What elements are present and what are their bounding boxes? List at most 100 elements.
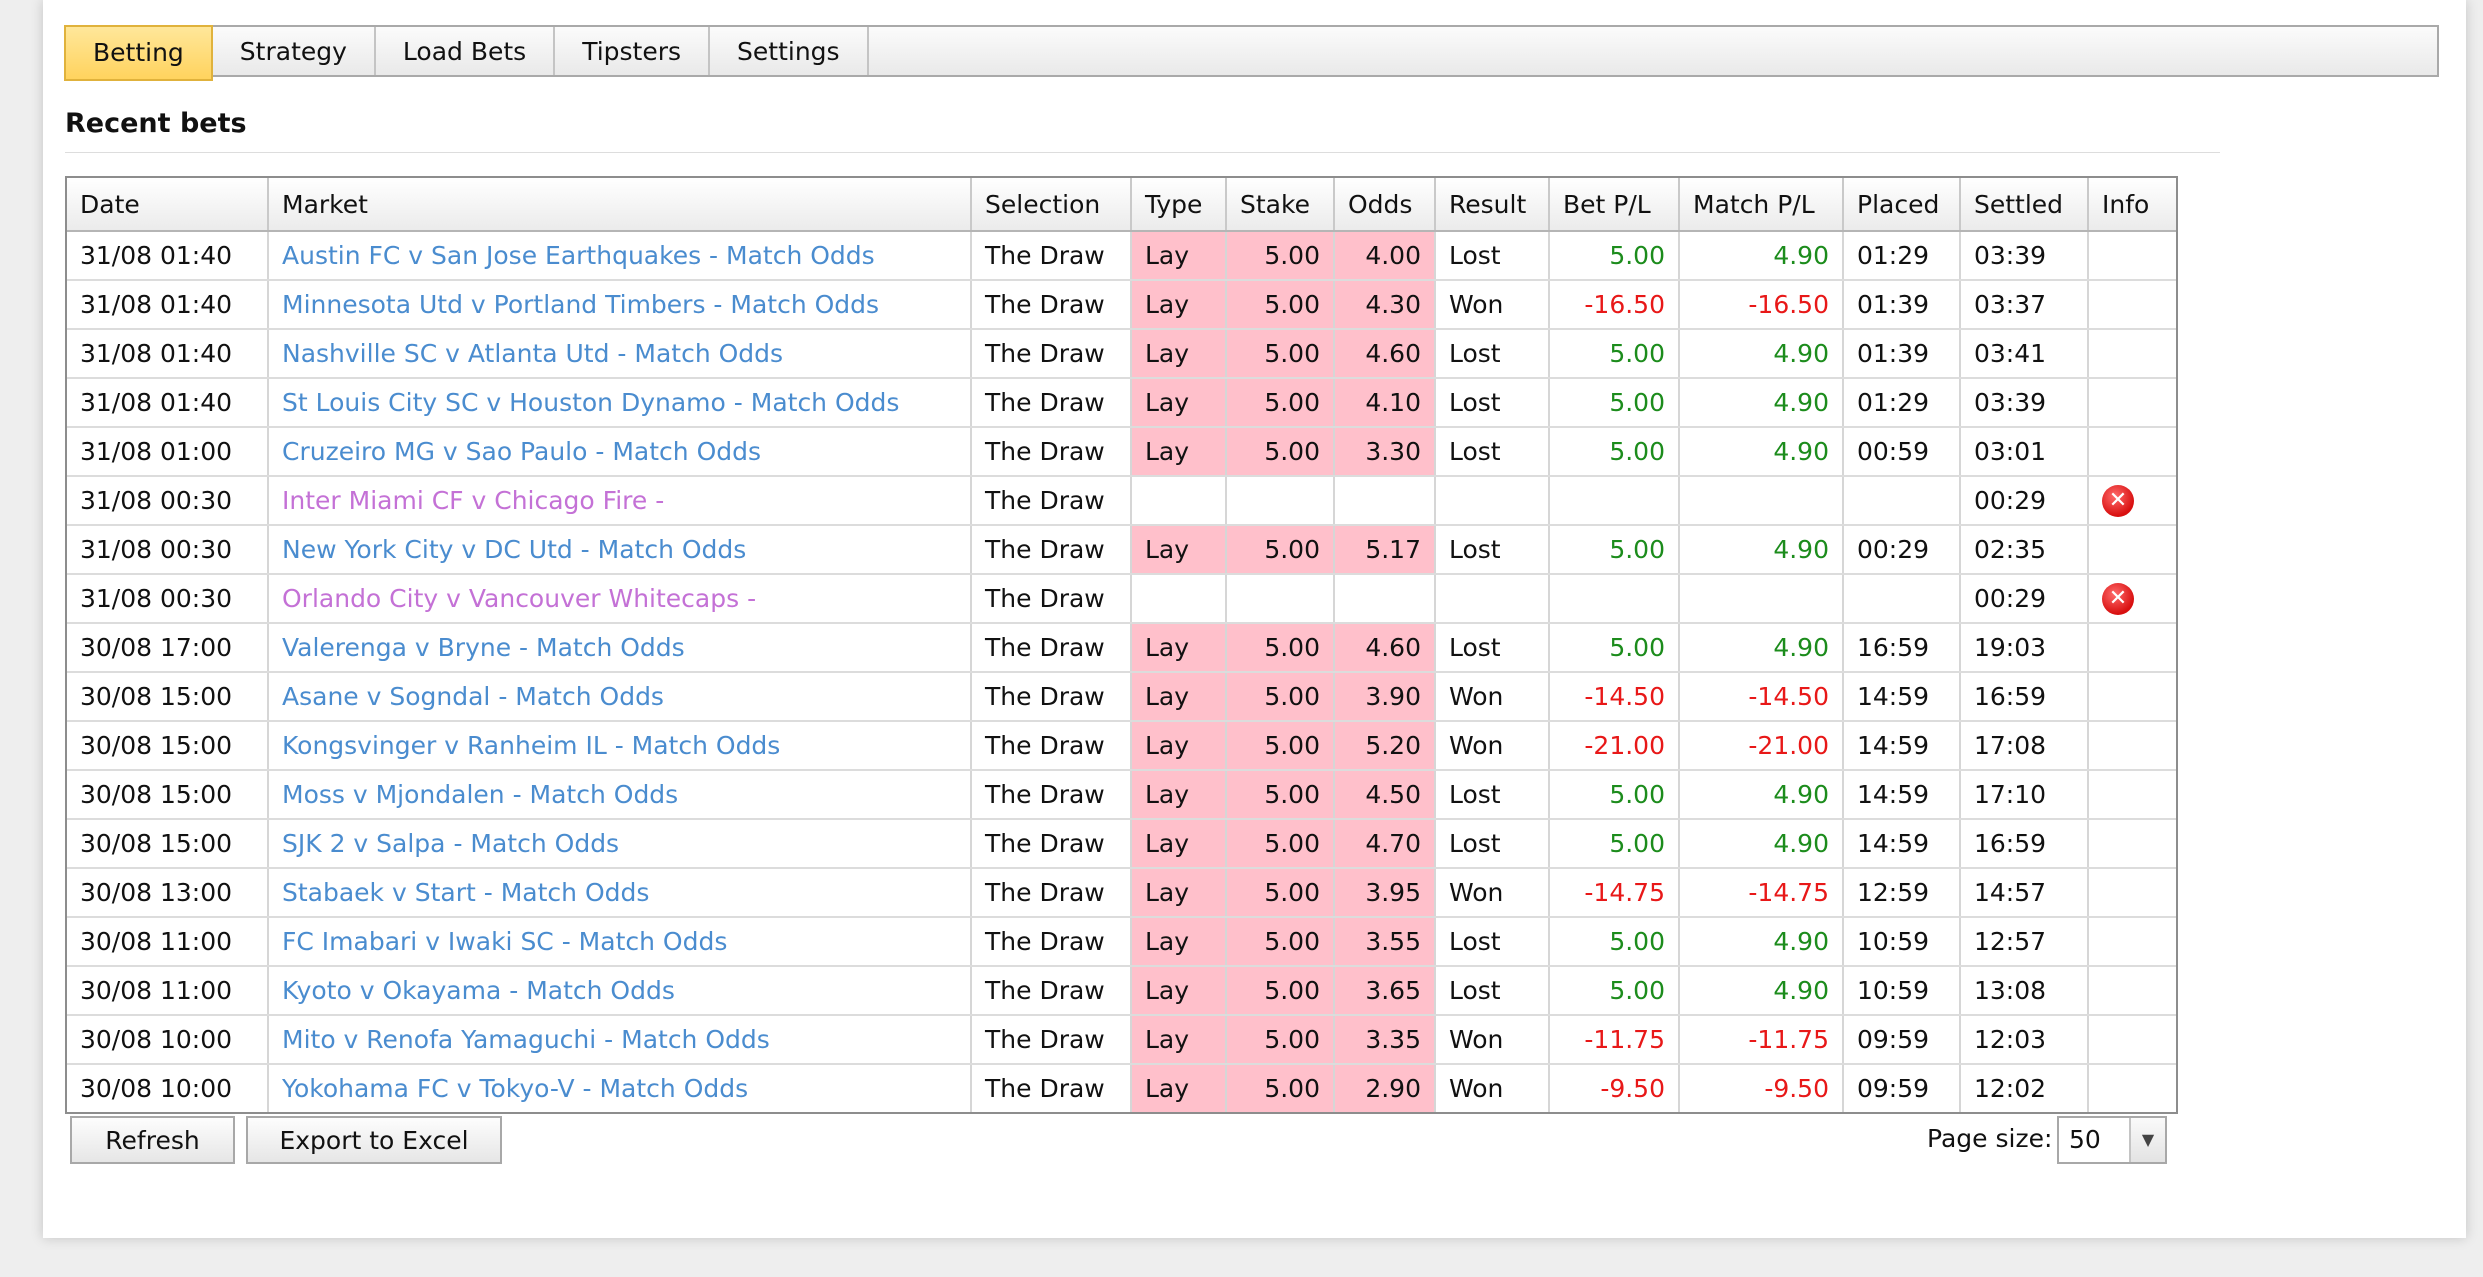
table-row[interactable]: 30/08 15:00 Moss v Mjondalen - Match Odds… — [67, 770, 2176, 820]
column-header-bet-pl[interactable]: Bet P/L — [1549, 178, 1680, 232]
cell-date: 30/08 17:00 — [67, 623, 269, 673]
cell-info — [2088, 231, 2176, 281]
table-row[interactable]: 30/08 10:00 Yokohama FC v Tokyo-V - Match… — [67, 1064, 2176, 1112]
cell-settled: 00:29 — [1960, 574, 2089, 624]
column-header-market[interactable]: Market — [268, 178, 972, 232]
column-header-info[interactable]: Info — [2088, 178, 2176, 232]
cell-result — [1435, 574, 1550, 624]
cell-stake: 5.00 — [1226, 868, 1335, 918]
cell-result: Lost — [1435, 966, 1550, 1016]
page-size-select[interactable]: 50 ▼ — [2057, 1116, 2167, 1164]
market-link[interactable]: St Louis City SC v Houston Dynamo - Matc… — [282, 388, 900, 417]
cell-type: Lay — [1131, 721, 1227, 771]
error-icon[interactable]: ✕ — [2102, 484, 2134, 517]
market-link[interactable]: Asane v Sogndal - Match Odds — [282, 682, 664, 711]
table-row[interactable]: 31/08 01:40 Minnesota Utd v Portland Timb… — [67, 280, 2176, 330]
market-link[interactable]: Cruzeiro MG v Sao Paulo - Match Odds — [282, 437, 762, 466]
tab-strategy[interactable]: Strategy — [213, 27, 376, 75]
cell-match-pl: 4.90 — [1679, 525, 1844, 575]
market-link[interactable]: Kyoto v Okayama - Match Odds — [282, 976, 675, 1005]
column-header-match-pl[interactable]: Match P/L — [1679, 178, 1844, 232]
page-size-label: Page size: — [1927, 1124, 2053, 1153]
cell-settled: 03:01 — [1960, 427, 2089, 477]
table-row[interactable]: 30/08 10:00 Mito v Renofa Yamaguchi - Mat… — [67, 1015, 2176, 1065]
cell-stake — [1226, 574, 1335, 624]
table-row[interactable]: 30/08 11:00 FC Imabari v Iwaki SC - Match… — [67, 917, 2176, 967]
cell-match-pl — [1679, 574, 1844, 624]
market-link[interactable]: Nashville SC v Atlanta Utd - Match Odds — [282, 339, 784, 368]
export-to-excel-button[interactable]: Export to Excel — [246, 1116, 502, 1164]
page-size-value[interactable]: 50 — [2069, 1125, 2101, 1154]
tab-tipsters[interactable]: Tipsters — [555, 27, 711, 75]
cell-bet-pl: 5.00 — [1549, 378, 1680, 428]
market-link[interactable]: Moss v Mjondalen - Match Odds — [282, 780, 679, 809]
table-row[interactable]: 31/08 00:30 New York City v DC Utd - Matc… — [67, 525, 2176, 575]
table-row[interactable]: 30/08 15:00 SJK 2 v Salpa - Match Odds The… — [67, 819, 2176, 869]
market-link[interactable]: Kongsvinger v Ranheim IL - Match Odds — [282, 731, 781, 760]
cell-type: Lay — [1131, 378, 1227, 428]
market-link[interactable]: Mito v Renofa Yamaguchi - Match Odds — [282, 1025, 770, 1054]
table-row[interactable]: 30/08 17:00 Valerenga v Bryne - Match Odd… — [67, 623, 2176, 673]
cell-stake: 5.00 — [1226, 770, 1335, 820]
market-link[interactable]: Yokohama FC v Tokyo-V - Match Odds — [282, 1074, 749, 1103]
cell-market: Inter Miami CF v Chicago Fire - — [268, 476, 972, 526]
cell-placed: 01:39 — [1843, 280, 1961, 330]
column-header-settled[interactable]: Settled — [1960, 178, 2089, 232]
cell-stake: 5.00 — [1226, 1015, 1335, 1065]
tab-betting[interactable]: Betting — [64, 25, 213, 81]
column-header-type[interactable]: Type — [1131, 178, 1227, 232]
tab-load-bets[interactable]: Load Bets — [376, 27, 556, 75]
cell-match-pl: -9.50 — [1679, 1064, 1844, 1112]
cell-market: Mito v Renofa Yamaguchi - Match Odds — [268, 1015, 972, 1065]
cell-type — [1131, 476, 1227, 526]
cell-odds — [1334, 574, 1436, 624]
cell-match-pl: 4.90 — [1679, 329, 1844, 379]
table-row[interactable]: 31/08 01:40 Austin FC v San Jose Earthqua… — [67, 231, 2176, 281]
table-row[interactable]: 31/08 00:30 Inter Miami CF v Chicago Fire… — [67, 476, 2176, 526]
cell-selection: The Draw — [971, 1064, 1132, 1112]
cell-placed: 01:29 — [1843, 378, 1961, 428]
tab-settings[interactable]: Settings — [710, 27, 869, 75]
column-header-selection[interactable]: Selection — [971, 178, 1132, 232]
chevron-down-icon[interactable]: ▼ — [2129, 1118, 2165, 1162]
cell-type: Lay — [1131, 1015, 1227, 1065]
main-tab-bar: Betting Strategy Load Bets Tipsters Sett… — [64, 25, 2439, 81]
cell-date: 30/08 13:00 — [67, 868, 269, 918]
section-divider — [65, 152, 2220, 153]
cell-info — [2088, 819, 2176, 869]
table-row[interactable]: 30/08 15:00 Kongsvinger v Ranheim IL - Ma… — [67, 721, 2176, 771]
cell-type: Lay — [1131, 231, 1227, 281]
market-link[interactable]: SJK 2 v Salpa - Match Odds — [282, 829, 620, 858]
market-link[interactable]: Austin FC v San Jose Earthquakes - Match… — [282, 241, 875, 270]
column-header-result[interactable]: Result — [1435, 178, 1550, 232]
cell-bet-pl: 5.00 — [1549, 427, 1680, 477]
market-link[interactable]: Orlando City v Vancouver Whitecaps - — [282, 584, 757, 613]
table-row[interactable]: 31/08 01:40 St Louis City SC v Houston Dy… — [67, 378, 2176, 428]
table-row[interactable]: 30/08 15:00 Asane v Sogndal - Match Odds T… — [67, 672, 2176, 722]
column-header-placed[interactable]: Placed — [1843, 178, 1961, 232]
column-header-odds[interactable]: Odds — [1334, 178, 1436, 232]
market-link[interactable]: Minnesota Utd v Portland Timbers - Match… — [282, 290, 880, 319]
market-link[interactable]: FC Imabari v Iwaki SC - Match Odds — [282, 927, 728, 956]
market-link[interactable]: New York City v DC Utd - Match Odds — [282, 535, 747, 564]
table-row[interactable]: 31/08 01:40 Nashville SC v Atlanta Utd - … — [67, 329, 2176, 379]
market-link[interactable]: Stabaek v Start - Match Odds — [282, 878, 650, 907]
cell-bet-pl: 5.00 — [1549, 329, 1680, 379]
table-row[interactable]: 30/08 11:00 Kyoto v Okayama - Match Odds T… — [67, 966, 2176, 1016]
table-row[interactable]: 31/08 00:30 Orlando City v Vancouver Whit… — [67, 574, 2176, 624]
error-icon[interactable]: ✕ — [2102, 582, 2134, 615]
table-row[interactable]: 31/08 01:00 Cruzeiro MG v Sao Paulo - Mat… — [67, 427, 2176, 477]
cell-market: Kongsvinger v Ranheim IL - Match Odds — [268, 721, 972, 771]
market-link[interactable]: Valerenga v Bryne - Match Odds — [282, 633, 685, 662]
refresh-button[interactable]: Refresh — [70, 1116, 235, 1164]
cell-market: Moss v Mjondalen - Match Odds — [268, 770, 972, 820]
cell-stake: 5.00 — [1226, 427, 1335, 477]
column-header-date[interactable]: Date — [67, 178, 269, 232]
cell-result: Lost — [1435, 378, 1550, 428]
table-row[interactable]: 30/08 13:00 Stabaek v Start - Match Odds T… — [67, 868, 2176, 918]
cell-type: Lay — [1131, 1064, 1227, 1112]
cell-bet-pl: 5.00 — [1549, 623, 1680, 673]
market-link[interactable]: Inter Miami CF v Chicago Fire - — [282, 486, 665, 515]
cell-match-pl: 4.90 — [1679, 966, 1844, 1016]
column-header-stake[interactable]: Stake — [1226, 178, 1335, 232]
